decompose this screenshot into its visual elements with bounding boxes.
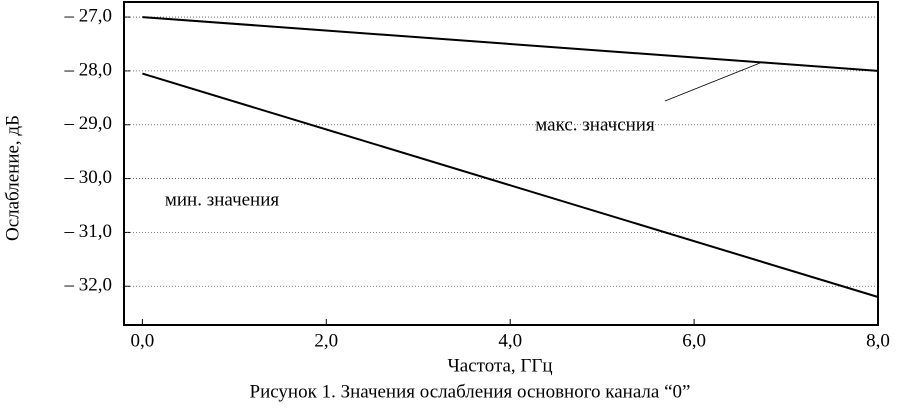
series-label: макс. значсния xyxy=(535,114,655,135)
x-tick-label: 8,0 xyxy=(866,330,890,351)
chart-title: Рисунок 1. Значения ослабления основного… xyxy=(250,381,691,402)
x-tick-label: 2,0 xyxy=(314,330,338,351)
series-label: мин. значения xyxy=(165,189,280,210)
plot-frame xyxy=(123,1,879,326)
x-tick-label: 0,0 xyxy=(131,330,155,351)
y-tick-label: – 27,0 xyxy=(64,5,113,26)
leader-line xyxy=(664,62,761,102)
y-tick-label: – 30,0 xyxy=(64,167,113,188)
y-tick-label: – 28,0 xyxy=(64,59,113,80)
y-tick-label: – 29,0 xyxy=(64,113,113,134)
y-tick-label: – 31,0 xyxy=(64,221,113,242)
series-line xyxy=(142,72,879,298)
x-tick-label: 6,0 xyxy=(682,330,706,351)
x-axis-label: Частота, ГГц xyxy=(447,355,552,376)
y-tick-label: – 32,0 xyxy=(64,275,113,296)
series-line xyxy=(142,16,879,72)
y-axis-label: Ослабление, дБ xyxy=(2,115,23,241)
x-tick-label: 4,0 xyxy=(498,330,522,351)
